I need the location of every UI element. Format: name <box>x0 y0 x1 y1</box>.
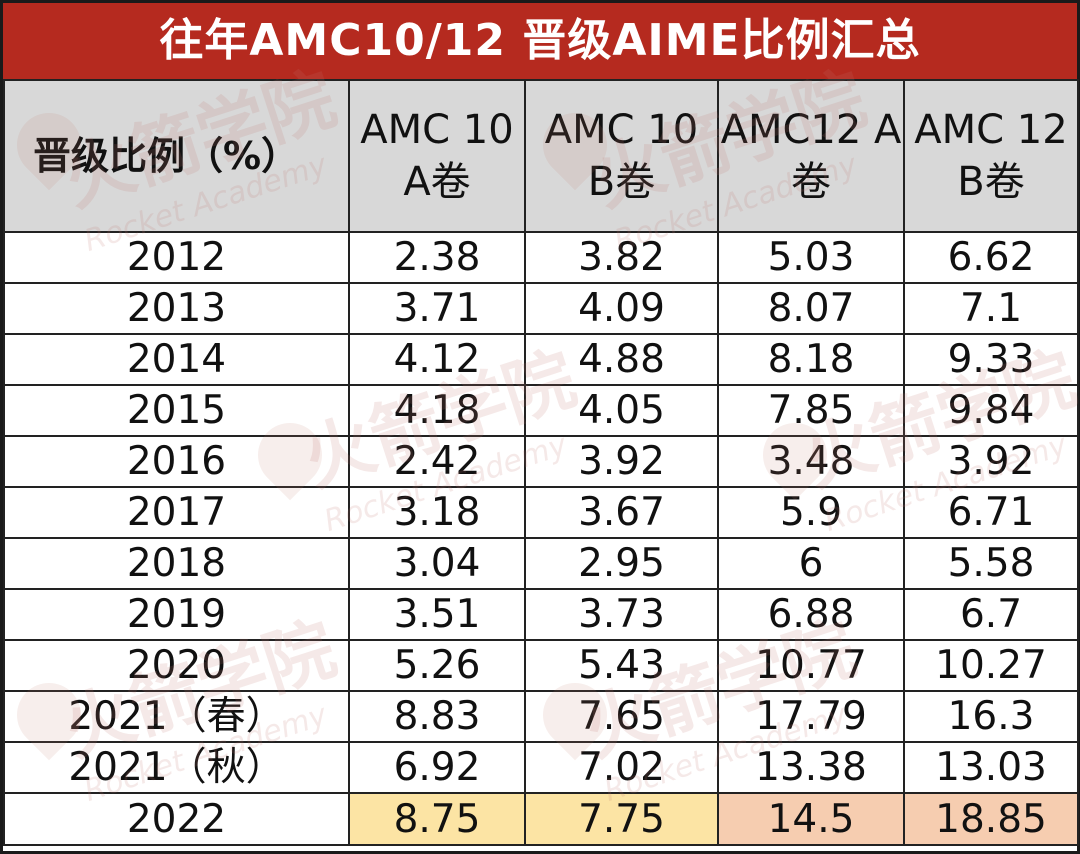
amc10a-cell: 3.51 <box>348 588 526 641</box>
year-cell: 2022 <box>3 792 350 846</box>
amc10b-cell: 3.92 <box>524 435 719 488</box>
amc12b-cell: 9.84 <box>903 384 1079 437</box>
table-row: 2015 4.18 4.05 7.85 9.84 <box>3 384 1079 437</box>
year-cell: 2015 <box>3 384 350 437</box>
year-cell: 2017 <box>3 486 350 539</box>
amc10a-cell: 3.18 <box>348 486 526 539</box>
amc12b-cell: 5.58 <box>903 537 1079 590</box>
amc10b-cell: 4.05 <box>524 384 719 437</box>
amc12a-cell: 6.88 <box>717 588 905 641</box>
amc12b-cell: 6.71 <box>903 486 1079 539</box>
table-row: 2020 5.26 5.43 10.77 10.27 <box>3 639 1079 692</box>
amc12b-cell: 18.85 <box>903 792 1079 846</box>
amc12b-cell: 3.92 <box>903 435 1079 488</box>
amc10a-cell: 2.42 <box>348 435 526 488</box>
amc12a-cell: 7.85 <box>717 384 905 437</box>
amc12b-cell: 16.3 <box>903 690 1079 743</box>
table-row: 2016 2.42 3.92 3.48 3.92 <box>3 435 1079 488</box>
amc12a-cell: 6 <box>717 537 905 590</box>
amc10b-cell: 7.65 <box>524 690 719 743</box>
amc10a-cell: 4.18 <box>348 384 526 437</box>
amc10a-cell: 3.04 <box>348 537 526 590</box>
amc10a-cell: 4.12 <box>348 333 526 386</box>
year-cell: 2021（秋） <box>3 741 350 794</box>
amc10b-cell: 4.09 <box>524 282 719 335</box>
header-amc12a: AMC12 A卷 <box>717 79 905 233</box>
header-row: 晋级比例（%） AMC 10 A卷 AMC 10 B卷 AMC12 A卷 AMC… <box>3 79 1079 233</box>
amc12b-cell: 6.7 <box>903 588 1079 641</box>
year-cell: 2014 <box>3 333 350 386</box>
amc10b-cell: 4.88 <box>524 333 719 386</box>
amc12b-cell: 9.33 <box>903 333 1079 386</box>
amc12a-cell: 8.07 <box>717 282 905 335</box>
table-row: 2021（春） 8.83 7.65 17.79 16.3 <box>3 690 1079 743</box>
header-ratio: 晋级比例（%） <box>3 79 350 233</box>
amc12a-cell: 8.18 <box>717 333 905 386</box>
qualification-table: 晋级比例（%） AMC 10 A卷 AMC 10 B卷 AMC12 A卷 AMC… <box>3 79 1079 846</box>
header-amc10a: AMC 10 A卷 <box>348 79 526 233</box>
header-amc12b: AMC 12 B卷 <box>903 79 1079 233</box>
amc10b-cell: 7.75 <box>524 792 719 846</box>
amc12b-cell: 7.1 <box>903 282 1079 335</box>
table-row: 2012 2.38 3.82 5.03 6.62 <box>3 231 1079 284</box>
year-cell: 2020 <box>3 639 350 692</box>
amc10b-cell: 3.82 <box>524 231 719 284</box>
amc12a-cell: 14.5 <box>717 792 905 846</box>
year-cell: 2019 <box>3 588 350 641</box>
amc12a-cell: 10.77 <box>717 639 905 692</box>
table-row: 2013 3.71 4.09 8.07 7.1 <box>3 282 1079 335</box>
table-row: 2021（秋） 6.92 7.02 13.38 13.03 <box>3 741 1079 794</box>
amc10a-cell: 6.92 <box>348 741 526 794</box>
amc12a-cell: 17.79 <box>717 690 905 743</box>
table-row: 2014 4.12 4.88 8.18 9.33 <box>3 333 1079 386</box>
year-cell: 2018 <box>3 537 350 590</box>
amc12a-cell: 5.9 <box>717 486 905 539</box>
page-title: 往年AMC10/12 晋级AIME比例汇总 <box>3 3 1077 79</box>
table-row: 2018 3.04 2.95 6 5.58 <box>3 537 1079 590</box>
amc12b-cell: 13.03 <box>903 741 1079 794</box>
amc10a-cell: 2.38 <box>348 231 526 284</box>
header-amc10b: AMC 10 B卷 <box>524 79 719 233</box>
amc12b-cell: 6.62 <box>903 231 1079 284</box>
table-row: 2019 3.51 3.73 6.88 6.7 <box>3 588 1079 641</box>
year-cell: 2012 <box>3 231 350 284</box>
amc10a-cell: 3.71 <box>348 282 526 335</box>
year-cell: 2021（春） <box>3 690 350 743</box>
table-row: 2022 8.75 7.75 14.5 18.85 <box>3 792 1079 846</box>
amc10b-cell: 3.67 <box>524 486 719 539</box>
amc10a-cell: 5.26 <box>348 639 526 692</box>
amc12a-cell: 3.48 <box>717 435 905 488</box>
amc10b-cell: 5.43 <box>524 639 719 692</box>
amc10b-cell: 3.73 <box>524 588 719 641</box>
year-cell: 2016 <box>3 435 350 488</box>
amc12a-cell: 5.03 <box>717 231 905 284</box>
amc10b-cell: 2.95 <box>524 537 719 590</box>
year-cell: 2013 <box>3 282 350 335</box>
amc12b-cell: 10.27 <box>903 639 1079 692</box>
amc10a-cell: 8.75 <box>348 792 526 846</box>
amc10a-cell: 8.83 <box>348 690 526 743</box>
table-row: 2017 3.18 3.67 5.9 6.71 <box>3 486 1079 539</box>
amc10b-cell: 7.02 <box>524 741 719 794</box>
table-body: 2012 2.38 3.82 5.03 6.62 2013 3.71 4.09 8.07 7.1 2… <box>3 231 1079 846</box>
amc12a-cell: 13.38 <box>717 741 905 794</box>
